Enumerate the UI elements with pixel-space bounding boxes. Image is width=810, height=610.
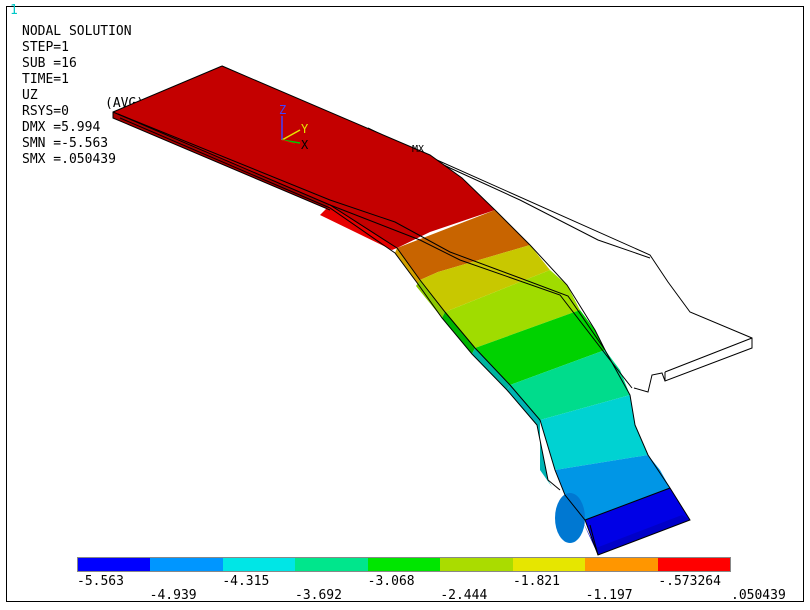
info-line-time: TIME=1	[22, 72, 69, 87]
deformed-shape	[113, 66, 690, 555]
legend-label-upper-4: -.573264	[658, 574, 721, 589]
solution-title: NODAL SOLUTION	[22, 24, 132, 39]
contour-legend-bar	[77, 557, 731, 572]
legend-label-lower-2: -2.444	[440, 588, 488, 603]
window-number-label: 1	[10, 3, 18, 18]
legend-color-4	[367, 558, 441, 571]
info-line-smx: SMX =.050439	[22, 152, 116, 167]
legend-color-3	[295, 558, 368, 571]
legend-color-6	[512, 558, 586, 571]
mx-marker: MX	[412, 144, 424, 155]
legend-color-7	[585, 558, 658, 571]
deformed-edges	[112, 65, 691, 556]
legend-color-0	[78, 558, 151, 571]
triad-z-label: Z	[279, 103, 286, 117]
legend-label-upper-1: -4.315	[222, 574, 270, 589]
info-line-step: STEP=1	[22, 40, 69, 55]
info-line-sub: SUB =16	[22, 56, 77, 71]
legend-color-8	[657, 558, 730, 571]
legend-color-1	[150, 558, 223, 571]
legend-label-upper-0: -5.563	[77, 574, 124, 589]
legend-label-lower-1: -3.692	[295, 588, 342, 603]
legend-label-upper-2: -3.068	[367, 574, 415, 589]
info-line-result: UZ	[22, 88, 38, 103]
info-line-dmx: DMX =5.994	[22, 120, 101, 135]
legend-label-lower-3: -1.197	[585, 588, 633, 603]
info-line-smn: SMN =-5.563	[22, 136, 109, 151]
triad-y-label: Y	[301, 122, 309, 136]
legend-label-lower-0: -4.939	[149, 588, 197, 603]
coordinate-triad	[281, 116, 301, 145]
legend-color-5	[440, 558, 513, 571]
legend-label-lower-4: .050439	[731, 588, 786, 603]
solution-info-panel: NODAL SOLUTION STEP=1 SUB =16 TIME=1 UZ …	[22, 24, 132, 168]
info-line-rsys: RSYS=0	[22, 104, 69, 119]
legend-color-2	[222, 558, 296, 571]
legend-label-upper-3: -1.821	[513, 574, 560, 589]
triad-x-label: X	[301, 138, 309, 152]
